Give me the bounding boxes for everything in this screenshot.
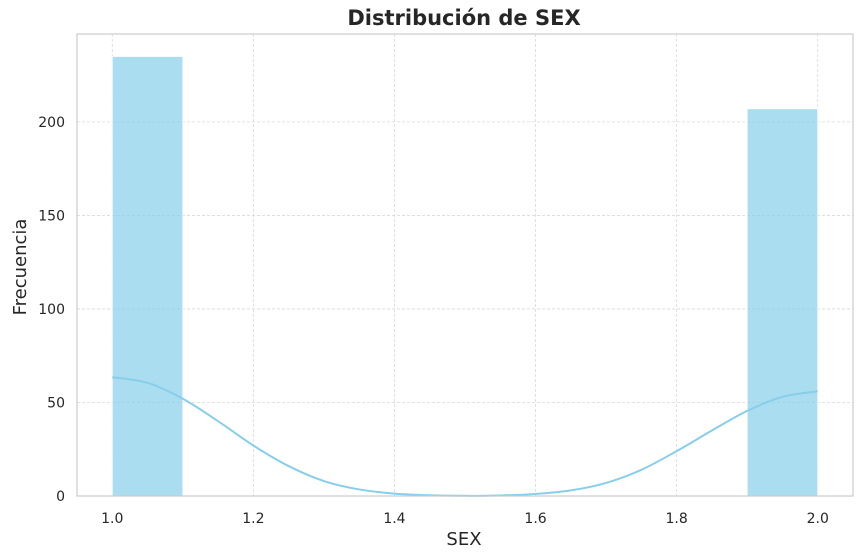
- x-tick-label: 1.2: [242, 511, 264, 527]
- x-tick-label: 1.6: [524, 511, 546, 527]
- x-tick-label: 2.0: [807, 511, 829, 527]
- x-tick-label: 1.4: [383, 511, 405, 527]
- histogram-bar-2: [746, 108, 819, 497]
- x-tick-label: 1.0: [101, 511, 123, 527]
- plot-frame: [76, 33, 854, 497]
- y-tick-label: 100: [38, 302, 65, 318]
- x-tick-labels: 1.0 1.2 1.4 1.6 1.8 2.0: [101, 511, 829, 527]
- y-tick-label: 50: [47, 395, 65, 411]
- y-tick-label: 0: [56, 489, 65, 505]
- histogram-bar-1: [111, 56, 184, 497]
- grid: [77, 34, 853, 497]
- bars: [111, 56, 819, 497]
- kde-curve-group: [112, 376, 818, 497]
- y-tick-label: 200: [38, 115, 65, 131]
- y-tick-labels: 0 50 100 150 200: [38, 115, 65, 505]
- x-axis-label: SEX: [446, 529, 481, 550]
- kde-curve: [112, 376, 818, 497]
- y-axis-label: Frecuencia: [10, 219, 31, 316]
- chart-title: Distribución de SEX: [347, 6, 580, 30]
- x-tick-label: 1.8: [666, 511, 688, 527]
- y-tick-label: 150: [38, 208, 65, 224]
